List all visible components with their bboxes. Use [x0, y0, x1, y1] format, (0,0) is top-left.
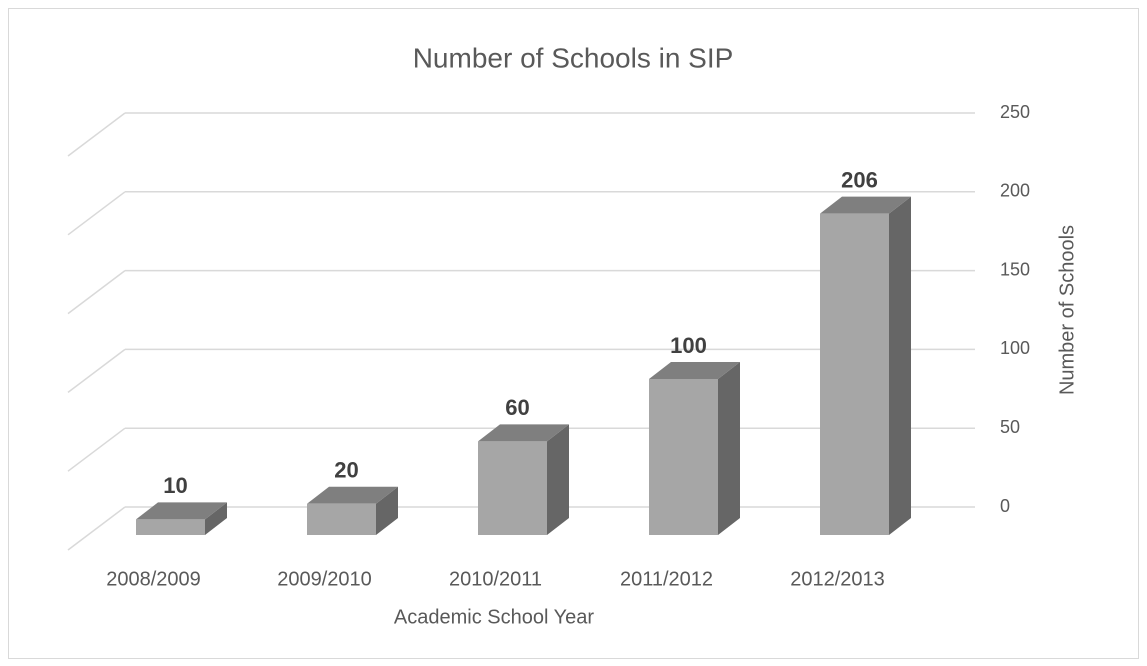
bar-front [478, 441, 547, 535]
data-label: 20 [334, 458, 358, 483]
bar-side [376, 486, 398, 535]
grid-line [67, 506, 126, 551]
x-tick-label: 2012/2013 [790, 568, 885, 590]
y-tick-label: 150 [1000, 259, 1030, 279]
bar-top [136, 502, 227, 520]
data-label: 100 [670, 333, 707, 358]
data-label: 206 [841, 167, 878, 192]
chart-title: Number of Schools in SIP [413, 42, 734, 73]
bar-front [820, 213, 889, 535]
y-axis-title: Number of Schools [1056, 225, 1078, 395]
bar-side [547, 424, 569, 535]
x-tick-label: 2009/2010 [277, 568, 372, 590]
bar-front [136, 519, 205, 535]
bar [478, 424, 569, 535]
data-label: 10 [163, 473, 187, 498]
grid-line [67, 270, 126, 315]
y-tick-label: 50 [1000, 417, 1020, 437]
y-tick-label: 200 [1000, 181, 1030, 201]
data-label: 60 [505, 395, 529, 420]
grid-line [67, 112, 126, 157]
x-tick-label: 2011/2012 [620, 568, 713, 590]
bar [136, 502, 227, 535]
chart-frame [8, 8, 1139, 659]
bar [649, 362, 740, 535]
bar [307, 486, 398, 535]
y-tick-label: 100 [1000, 338, 1030, 358]
y-tick-label: 250 [1000, 102, 1030, 122]
bar-front [649, 379, 718, 535]
bar-top [649, 362, 740, 379]
bar-side [205, 502, 227, 535]
x-axis-title: Academic School Year [394, 606, 594, 628]
grid-line [67, 348, 126, 393]
bar-top [820, 196, 911, 214]
bar [820, 196, 911, 535]
bar-front [307, 503, 376, 535]
bar-side [889, 196, 911, 535]
y-tick-label: 0 [1000, 496, 1010, 516]
x-tick-label: 2008/2009 [106, 568, 201, 590]
bar-side [718, 362, 740, 535]
x-tick-label: 2010/2011 [449, 568, 542, 590]
grid-line [67, 427, 126, 472]
bar-top [307, 486, 398, 504]
bar-top [478, 424, 569, 442]
grid-line [67, 191, 126, 236]
